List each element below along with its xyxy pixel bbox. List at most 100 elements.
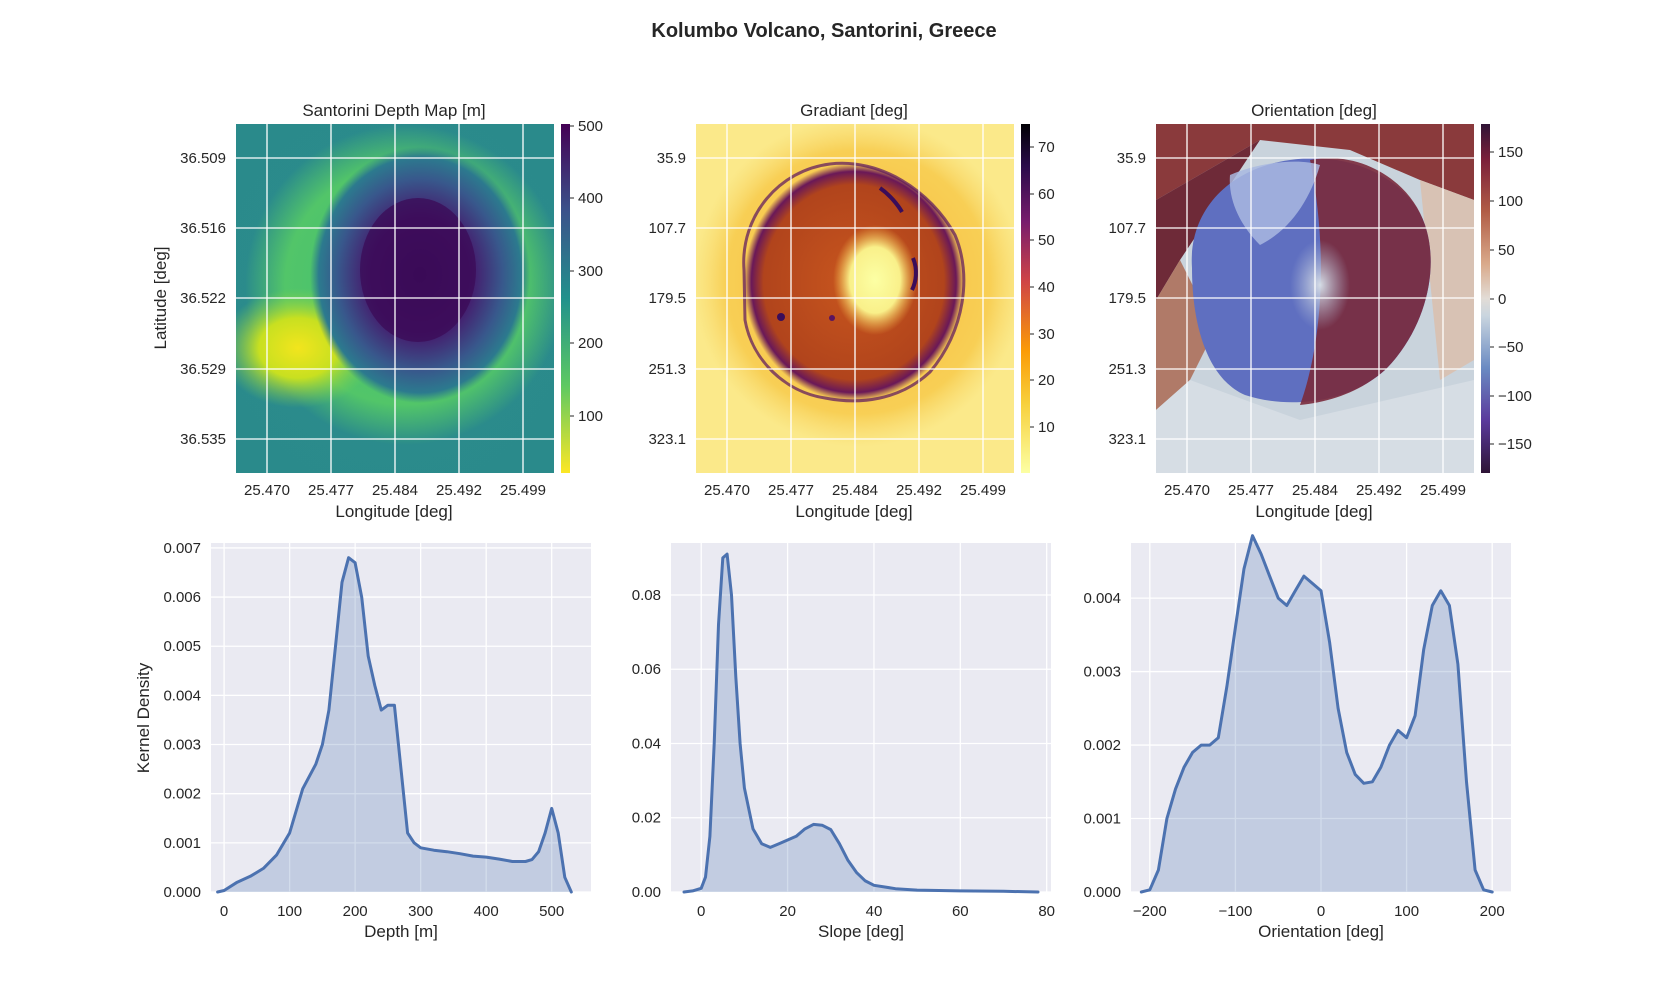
gradient-map-gridlines <box>696 124 1014 473</box>
depth-colorbar-tick: 300 <box>578 263 603 280</box>
depth-kde-xtick: 300 <box>408 903 433 920</box>
gradient-colorbar-tick: 30 <box>1038 326 1055 343</box>
orientation-colorbar-tick: −100 <box>1498 388 1532 405</box>
gradient-colorbar-tick: 50 <box>1038 232 1055 249</box>
orientation-map-title: Orientation [deg] <box>1251 101 1377 120</box>
gradient-map-title: Gradiant [deg] <box>800 101 908 120</box>
gradient-map-xlabel: Longitude [deg] <box>795 502 912 521</box>
depth-kde-xlabel: Depth [m] <box>364 922 438 941</box>
gradient-map-ytick: 107.7 <box>648 220 686 237</box>
orientation-map-ytick: 35.9 <box>1117 150 1146 167</box>
depth-kde-area <box>217 557 572 892</box>
depth-map-ytick: 36.535 <box>180 431 226 448</box>
slope-kde-plot-area <box>671 543 1051 892</box>
depth-map-xtick: 25.499 <box>500 482 546 499</box>
gradient-map-xtick: 25.470 <box>704 482 750 499</box>
orientation-kde-marks: −200 −100 0 100 200 0.000 0.001 0.002 0.003 0.004 <box>1083 534 1511 920</box>
gradient-map-colorbar: 10 20 30 40 50 60 70 <box>1021 124 1055 473</box>
depth-map-xlabel: Longitude [deg] <box>335 502 452 521</box>
depth-kde-ytick: 0.003 <box>163 737 201 754</box>
slope-kde-xtick: 40 <box>866 903 883 920</box>
depth-map-ytick: 36.516 <box>180 220 226 237</box>
gradient-map-xtick: 25.477 <box>768 482 814 499</box>
slope-kde-panel: 0 20 40 60 80 0.00 0.02 0.04 0.06 0.08 Slope [deg… <box>632 543 1055 941</box>
depth-kde-ytick: 0.001 <box>163 835 201 852</box>
orientation-kde-ytick: 0.001 <box>1083 811 1121 828</box>
depth-kde-plot-area <box>211 543 591 892</box>
gradient-map-ytick: 323.1 <box>648 431 686 448</box>
depth-colorbar-tick: 500 <box>578 118 603 135</box>
orientation-kde-xtick: 0 <box>1317 903 1325 920</box>
slope-kde-ytick: 0.04 <box>632 735 661 752</box>
gradient-map-panel: Gradiant [deg] 25.470 25.477 25.484 <box>648 101 1054 521</box>
orientation-map-xtick: 25.492 <box>1356 482 1402 499</box>
gradient-colorbar-tick: 20 <box>1038 372 1055 389</box>
depth-map-title: Santorini Depth Map [m] <box>302 101 485 120</box>
orientation-map-xtick: 25.484 <box>1292 482 1338 499</box>
gradient-map-ytick: 35.9 <box>657 150 686 167</box>
orientation-kde-ytick: 0.000 <box>1083 884 1121 901</box>
depth-map-xtick: 25.492 <box>436 482 482 499</box>
slope-kde-xtick: 80 <box>1038 903 1055 920</box>
slope-kde-ytick: 0.02 <box>632 810 661 827</box>
orientation-kde-ytick: 0.002 <box>1083 737 1121 754</box>
depth-map-ytick: 36.522 <box>180 290 226 307</box>
slope-kde-line <box>682 552 1040 894</box>
depth-kde-ytick: 0.006 <box>163 589 201 606</box>
orientation-map-ytick: 323.1 <box>1108 431 1146 448</box>
depth-kde-ytick: 0.007 <box>163 540 201 557</box>
depth-map-ytick: 36.529 <box>180 361 226 378</box>
orientation-kde-ytick: 0.003 <box>1083 664 1121 681</box>
depth-kde-ytick: 0.005 <box>163 638 201 655</box>
slope-kde-ytick: 0.08 <box>632 587 661 604</box>
depth-map-xtick: 25.477 <box>308 482 354 499</box>
depth-kde-xtick: 400 <box>474 903 499 920</box>
orientation-colorbar-tick: 100 <box>1498 193 1523 210</box>
orientation-kde-line <box>1139 534 1494 894</box>
depth-kde-ytick: 0.004 <box>163 687 201 704</box>
orientation-colorbar-tick: 50 <box>1498 242 1515 259</box>
orientation-map-xlabel: Longitude [deg] <box>1255 502 1372 521</box>
orientation-kde-panel: −200 −100 0 100 200 0.000 0.001 0.002 0.003 0.004… <box>1083 534 1511 941</box>
orientation-kde-xlabel: Orientation [deg] <box>1258 922 1384 941</box>
depth-kde-xtick: 100 <box>277 903 302 920</box>
depth-colorbar-tick: 100 <box>578 408 603 425</box>
slope-kde-marks: 0 20 40 60 80 0.00 0.02 0.04 0.06 0.08 <box>632 543 1055 920</box>
orientation-map-panel: Orientation [deg] 25.470 25.477 <box>1108 101 1531 521</box>
slope-kde-area <box>684 554 1038 892</box>
orientation-colorbar-tick: 150 <box>1498 144 1523 161</box>
depth-map-colorbar: 500 400 300 200 100 <box>561 118 603 473</box>
slope-kde-ytick: 0.00 <box>632 884 661 901</box>
orientation-map-ytick: 179.5 <box>1108 290 1146 307</box>
depth-map-xtick: 25.470 <box>244 482 290 499</box>
depth-map-ytick: 36.509 <box>180 150 226 167</box>
orientation-kde-xtick: −200 <box>1133 903 1167 920</box>
orientation-map-xtick: 25.470 <box>1164 482 1210 499</box>
depth-map-ylabel: Latitude [deg] <box>151 246 170 349</box>
gradient-colorbar-tick: 10 <box>1038 419 1055 436</box>
orientation-colorbar-tick: 0 <box>1498 291 1506 308</box>
gradient-map-ytick: 179.5 <box>648 290 686 307</box>
orientation-colorbar-tick: −50 <box>1498 339 1523 356</box>
orientation-map-ytick: 107.7 <box>1108 220 1146 237</box>
orientation-colorbar-tick: −150 <box>1498 436 1532 453</box>
slope-kde-xtick: 0 <box>697 903 705 920</box>
depth-kde-xtick: 500 <box>539 903 564 920</box>
depth-kde-ytick: 0.000 <box>163 884 201 901</box>
depth-colorbar-tick: 200 <box>578 335 603 352</box>
depth-map-panel: Santorini Depth Map [m] 25.470 25.477 25… <box>151 101 603 521</box>
orientation-kde-xtick: 200 <box>1480 903 1505 920</box>
depth-colorbar-tick: 400 <box>578 190 603 207</box>
slope-kde-xtick: 20 <box>779 903 796 920</box>
gradient-colorbar-tick: 60 <box>1038 186 1055 203</box>
orientation-map-xtick: 25.477 <box>1228 482 1274 499</box>
figure-title: Kolumbo Volcano, Santorini, Greece <box>651 20 996 42</box>
slope-kde-xtick: 60 <box>952 903 969 920</box>
depth-kde-ylabel: Kernel Density <box>134 662 153 773</box>
depth-kde-panel: 0 100 200 300 400 500 0.000 0.001 0.002 0.003 0.00… <box>134 540 591 941</box>
depth-kde-line <box>216 556 573 894</box>
gradient-map-xtick: 25.492 <box>896 482 942 499</box>
depth-kde-ytick: 0.002 <box>163 786 201 803</box>
gradient-colorbar-tick: 40 <box>1038 279 1055 296</box>
